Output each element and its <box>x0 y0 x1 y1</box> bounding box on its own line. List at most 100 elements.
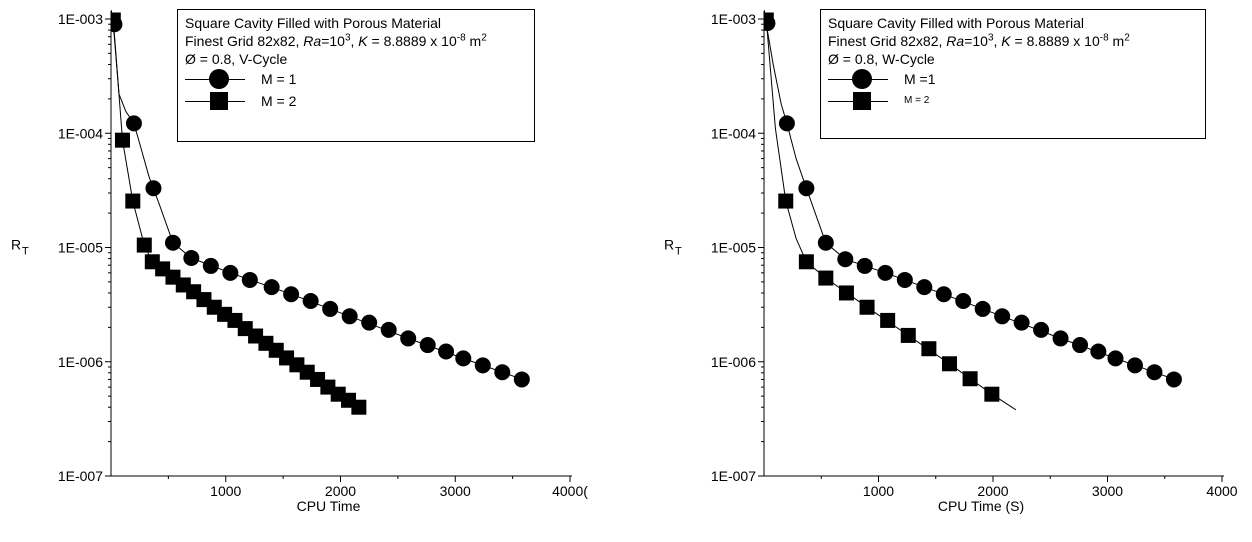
data-point-circle <box>1126 357 1143 374</box>
legend-params: Finest Grid 82x82, Ra=103, K = 8.8889 x … <box>185 32 487 49</box>
y-tick-label: 1E-003 <box>58 11 103 27</box>
legend-entry-m2: M = 2 <box>828 90 1205 112</box>
legend-circle-marker-icon <box>828 68 898 90</box>
data-point-square <box>900 327 916 343</box>
data-point-circle <box>1072 337 1089 354</box>
data-point-circle <box>322 300 339 317</box>
data-point-circle <box>241 271 258 288</box>
data-point-circle <box>798 180 815 197</box>
legend-box-left: Square Cavity Filled with Porous Materia… <box>177 9 535 142</box>
chart-svg-right: 1E-003 1E-004 1E-005 1E-006 1E-007 1000 2000 30… <box>664 9 1238 514</box>
data-point-circle <box>1090 343 1107 360</box>
data-point-circle <box>419 337 436 354</box>
data-point-circle <box>438 343 455 360</box>
chart-panel-right: 1E-003 1E-004 1E-005 1E-006 1E-007 1000 2000 30… <box>626 0 1252 537</box>
data-point-circle <box>856 257 873 274</box>
data-point-circle <box>145 180 162 197</box>
series-line <box>764 9 1179 382</box>
data-point-circle <box>837 251 854 268</box>
series-1 <box>764 9 1182 388</box>
data-point-square <box>880 312 896 328</box>
y-tick-label: 1E-004 <box>58 125 103 141</box>
data-point-square <box>838 285 854 301</box>
y-axis-title-subscript: T <box>22 246 29 258</box>
data-point-circle <box>380 321 397 338</box>
y-axis-title-subscript: T <box>675 246 682 258</box>
x-tick-label: 4000 <box>1206 483 1237 499</box>
legend-square-marker-icon <box>828 90 898 112</box>
legend-square-marker-icon <box>185 90 255 112</box>
x-axis-title: CPU Time (S) <box>938 498 1024 514</box>
series-2 <box>764 9 1017 411</box>
y-tick-label: 1E-007 <box>58 468 103 484</box>
data-point-circle <box>1165 371 1182 388</box>
chart-panel-left: 1E-003 1E-004 1E-005 1E-006 1E-007 1000 2000 30… <box>0 0 626 537</box>
legend-phi: Ø = 0.8, W-Cycle <box>828 51 935 67</box>
data-point-circle <box>1146 364 1163 381</box>
data-point-square <box>764 12 774 28</box>
data-point-circle <box>222 264 239 281</box>
data-point-square <box>136 237 152 253</box>
y-tick-label: 1E-006 <box>58 354 103 370</box>
x-tick-label: 1000 <box>863 483 894 499</box>
legend-entry-m1: M =1 <box>828 68 1205 90</box>
data-point-square <box>984 386 1000 402</box>
data-point-square <box>114 132 130 148</box>
y-tick-label: 1E-004 <box>711 125 756 141</box>
data-point-circle <box>164 234 181 251</box>
data-point-circle <box>125 115 142 132</box>
legend-title: Square Cavity Filled with Porous Materia… <box>185 15 441 31</box>
data-point-circle <box>263 279 280 296</box>
x-tick-label: 2000 <box>977 483 1008 499</box>
legend-label-m1: M =1 <box>904 71 936 87</box>
y-tick-label: 1E-005 <box>711 240 756 256</box>
x-tick-label: 3000 <box>1092 483 1123 499</box>
data-point-square <box>125 193 141 209</box>
x-tick-label: 1000 <box>210 483 241 499</box>
chart-svg-left: 1E-003 1E-004 1E-005 1E-006 1E-007 1000 2000 30… <box>11 9 588 514</box>
data-point-circle <box>513 371 530 388</box>
data-point-circle <box>341 308 358 325</box>
data-point-circle <box>283 286 300 303</box>
legend-params: Finest Grid 82x82, Ra=103, K = 8.8889 x … <box>828 32 1130 49</box>
x-tick-label: 4000( <box>552 483 588 499</box>
data-point-circle <box>817 234 834 251</box>
y-tick-label: 1E-005 <box>58 240 103 256</box>
data-point-square <box>859 299 875 315</box>
x-axis-title: CPU Time <box>297 498 361 514</box>
legend-label-m2: M = 2 <box>904 95 930 106</box>
data-point-circle <box>302 293 319 310</box>
data-point-circle <box>1107 350 1124 367</box>
legend-label-m2: M = 2 <box>261 93 297 109</box>
data-point-circle <box>1013 314 1030 331</box>
data-point-circle <box>955 293 972 310</box>
series-1 <box>111 9 530 388</box>
data-point-circle <box>778 115 795 132</box>
data-point-square <box>818 270 834 286</box>
data-point-circle <box>455 350 472 367</box>
legend-title: Square Cavity Filled with Porous Materia… <box>828 15 1084 31</box>
y-tick-label: 1E-006 <box>711 354 756 370</box>
data-point-circle <box>494 364 511 381</box>
legend-label-m1: M = 1 <box>261 71 297 87</box>
y-tick-label: 1E-007 <box>711 468 756 484</box>
data-point-square <box>778 193 794 209</box>
legend-entry-m1: M = 1 <box>185 68 534 90</box>
y-axis-title: R <box>664 237 674 253</box>
data-point-circle <box>877 264 894 281</box>
data-point-circle <box>361 314 378 331</box>
data-point-circle <box>1033 321 1050 338</box>
data-point-square <box>111 12 121 28</box>
y-axis-title: R <box>11 237 21 253</box>
data-point-square <box>921 341 937 357</box>
legend-phi: Ø = 0.8, V-Cycle <box>185 51 288 67</box>
data-point-circle <box>474 357 491 374</box>
data-point-square <box>798 254 814 270</box>
legend-circle-marker-icon <box>185 68 255 90</box>
x-tick-label: 3000 <box>440 483 471 499</box>
data-point-circle <box>1052 330 1069 347</box>
data-point-square <box>962 371 978 387</box>
data-point-circle <box>994 308 1011 325</box>
data-point-circle <box>974 300 991 317</box>
data-point-circle <box>400 330 417 347</box>
